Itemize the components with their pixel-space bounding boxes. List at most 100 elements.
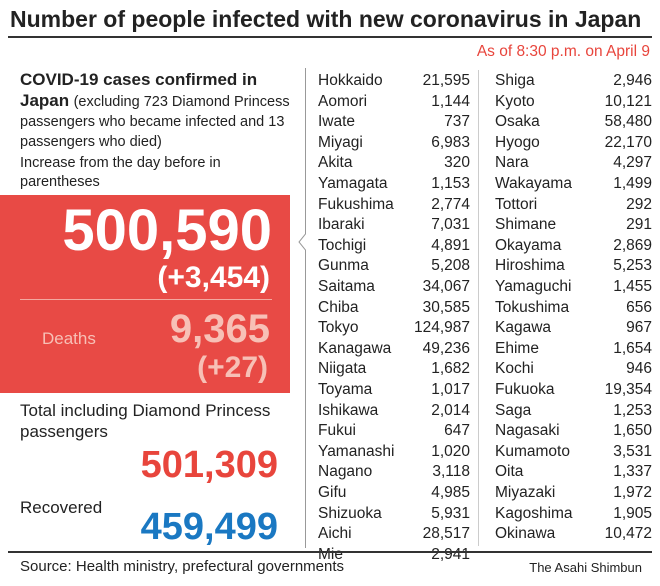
prefecture-row: Tokushima 656 — [495, 298, 652, 318]
prefecture-cases: 6,983 — [431, 133, 470, 151]
prefecture-name: Iwate — [318, 113, 356, 131]
source: Source: Health ministry, prefectural gov… — [20, 558, 345, 575]
prefecture-name: Kochi — [495, 360, 534, 378]
increase-note: Increase from the day before in parenthe… — [20, 155, 221, 190]
prefecture-row: Niigata 1,682 — [318, 359, 470, 379]
prefecture-row: Iwate 737 — [318, 112, 470, 132]
prefecture-cases: 2,014 — [431, 401, 470, 419]
prefecture-row: Kochi 946 — [495, 359, 652, 379]
prefecture-name: Saga — [495, 401, 532, 419]
prefecture-cases: 647 — [444, 422, 470, 440]
prefecture-cases: 1,337 — [613, 463, 652, 481]
prefecture-name: Fukuoka — [495, 381, 555, 398]
prefecture-cases: 291 — [626, 216, 652, 234]
prefecture-row: Kumamoto 3,531 — [495, 442, 652, 462]
prefecture-cases: 1,017 — [431, 381, 470, 398]
prefecture-name: Oita — [495, 463, 524, 481]
deaths-label: Deaths — [42, 329, 96, 348]
deaths: 9,365 — [169, 307, 270, 351]
prefecture-name: Kumamoto — [495, 442, 570, 460]
prefecture-row: Akita 320 — [318, 153, 470, 173]
prefecture-cases: 4,891 — [431, 236, 470, 254]
prefecture-cases: 30,585 — [422, 298, 470, 316]
prefecture-cases: 49,236 — [422, 339, 470, 357]
prefecture-cases: 21,595 — [422, 72, 470, 89]
prefecture-row: Hokkaido 21,595 — [318, 71, 470, 91]
prefecture-row: Mie 2,941 — [318, 545, 470, 565]
prefecture-cases: 3,531 — [613, 442, 652, 460]
prefecture-row: Fukui 647 — [318, 421, 470, 441]
prefecture-name: Saitama — [318, 278, 375, 295]
prefecture-cases: 28,517 — [422, 525, 470, 543]
prefecture-row: Toyama 1,017 — [318, 380, 470, 400]
prefecture-cases: 5,208 — [431, 257, 470, 275]
recovered-label: Recovered — [20, 498, 103, 517]
prefecture-cases: 22,170 — [604, 133, 652, 151]
prefecture-cases: 4,985 — [431, 484, 470, 501]
prefecture-name: Hyogo — [495, 133, 540, 151]
prefecture-cases: 656 — [626, 298, 652, 316]
prefecture-cases: 320 — [444, 154, 470, 172]
title: Number of people infected with new coron… — [10, 6, 642, 32]
prefecture-row: Kanagawa 49,236 — [318, 339, 470, 359]
prefecture-row: Saga 1,253 — [495, 401, 652, 421]
prefecture-name: Shizuoka — [318, 504, 382, 522]
prefecture-cases: 1,972 — [613, 484, 652, 501]
prefecture-name: Nagasaki — [495, 422, 560, 440]
prefecture-cases: 10,472 — [604, 525, 652, 543]
prefecture-row: Okinawa 10,472 — [495, 524, 652, 544]
prefecture-cases: 34,067 — [422, 278, 470, 295]
prefecture-name: Yamanashi — [318, 442, 395, 460]
total-change: (+3,454) — [157, 261, 270, 294]
prefecture-row: Saitama 34,067 — [318, 277, 470, 297]
prefecture-cases: 1,650 — [613, 422, 652, 440]
prefecture-cases: 124,987 — [413, 319, 470, 337]
prefecture-cases: 10,121 — [604, 92, 652, 110]
prefecture-row: Tokyo 124,987 — [318, 318, 470, 338]
prefecture-name: Shimane — [495, 216, 557, 234]
prefecture-cases: 1,499 — [613, 175, 652, 192]
prefecture-name: Tokyo — [318, 319, 359, 337]
prefecture-name: Gifu — [318, 484, 347, 501]
prefecture-row: Tochigi 4,891 — [318, 236, 470, 256]
prefecture-cases: 19,354 — [604, 381, 652, 398]
prefecture-cases: 2,774 — [431, 195, 470, 213]
prefecture-name: Aichi — [318, 525, 352, 543]
prefecture-cases: 1,153 — [431, 175, 470, 192]
prefecture-name: Kyoto — [495, 92, 535, 110]
prefecture-name: Yamaguchi — [495, 278, 572, 295]
prefecture-cases: 946 — [626, 360, 652, 378]
prefecture-cases: 3,118 — [432, 463, 470, 481]
cases-box: 500,590 (+3,454) Deaths 9,365 (+27) — [0, 195, 290, 393]
prefecture-row: Ehime 1,654 — [495, 339, 652, 359]
prefecture-row: Chiba 30,585 — [318, 298, 470, 318]
prefecture-cases: 292 — [626, 195, 652, 213]
prefecture-name: Nara — [495, 154, 529, 172]
prefecture-name: Gunma — [318, 257, 369, 275]
prefecture-name: Tokushima — [495, 298, 570, 316]
prefecture-cases: 2,941 — [431, 545, 470, 563]
prefecture-name: Shiga — [495, 72, 535, 89]
recovered: 459,499 — [140, 506, 278, 548]
prefecture-name: Tochigi — [318, 236, 367, 254]
prefecture-name: Chiba — [318, 298, 359, 316]
prefecture-name: Hokkaido — [318, 72, 383, 89]
prefecture-cases: 2,946 — [613, 72, 652, 89]
divider — [20, 299, 272, 300]
prefecture-row: Kyoto 10,121 — [495, 92, 652, 112]
prefecture-row: Hiroshima 5,253 — [495, 256, 652, 276]
prefecture-cases: 5,253 — [613, 257, 652, 275]
prefecture-name: Fukushima — [318, 195, 394, 213]
prefecture-row: Tottori 292 — [495, 195, 652, 215]
prefecture-cases: 967 — [626, 319, 652, 337]
prefecture-name: Ibaraki — [318, 216, 365, 234]
prefecture-name: Yamagata — [318, 175, 388, 192]
prefecture-row: Nagasaki 1,650 — [495, 421, 652, 441]
prefecture-cases: 58,480 — [604, 113, 652, 131]
prefecture-row: Aichi 28,517 — [318, 524, 470, 544]
prefecture-name: Okayama — [495, 236, 562, 254]
credit: The Asahi Shimbun — [529, 560, 642, 575]
prefecture-cases: 1,253 — [613, 401, 652, 419]
prefecture-row: Miyazaki 1,972 — [495, 483, 652, 503]
